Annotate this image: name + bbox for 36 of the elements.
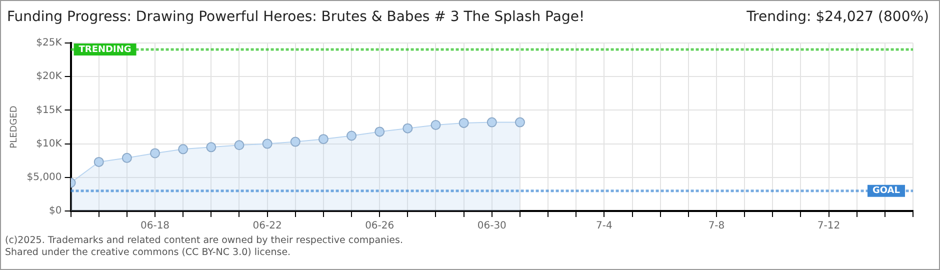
x-tick-label: 7-8 [708,220,725,232]
point [290,136,300,147]
y-tick-label: $20K [36,71,62,82]
point [402,123,413,134]
point [374,126,385,137]
point [346,130,357,141]
chart-title: Funding Progress: Drawing Powerful Heroes: Brutes & Babes # 3 The Splash Page! [7,9,585,25]
y-tick-label: $5,000 [26,172,62,183]
y-axis-title: PLEDGED [10,106,20,148]
y-tick-label: $10K [36,138,62,150]
ref-line-label: TRENDING [78,44,132,55]
ref-line-label: GOAL [872,186,900,196]
point [122,152,132,163]
text: Shared under the creative commons (CC BY-NC 3.0) license. [5,247,292,259]
point [430,120,441,130]
point [318,134,328,144]
point [150,148,160,158]
point [234,140,244,150]
point [486,117,497,128]
y-tick-label: $15K [36,104,62,116]
x-tick-label: 06-22 [252,220,282,232]
y-tick-label: $25K [36,38,62,49]
y-tick-label: $0 [49,206,62,217]
x-tick-label: 06-30 [477,220,506,232]
x-tick-label: 06-26 [365,220,394,232]
text: Trending: $24,027 (800%) [746,9,929,25]
x-tick-label: 7-12 [817,220,840,232]
point [94,156,104,167]
point [458,118,469,128]
point [178,144,188,154]
point [514,117,525,128]
text: (c)2025. Trademarks and related content are owned by their respective companies. [5,235,403,247]
x-tick-label: 7-4 [596,220,612,232]
point [262,138,272,149]
point [206,142,216,152]
x-tick-label: 06-18 [140,220,170,232]
